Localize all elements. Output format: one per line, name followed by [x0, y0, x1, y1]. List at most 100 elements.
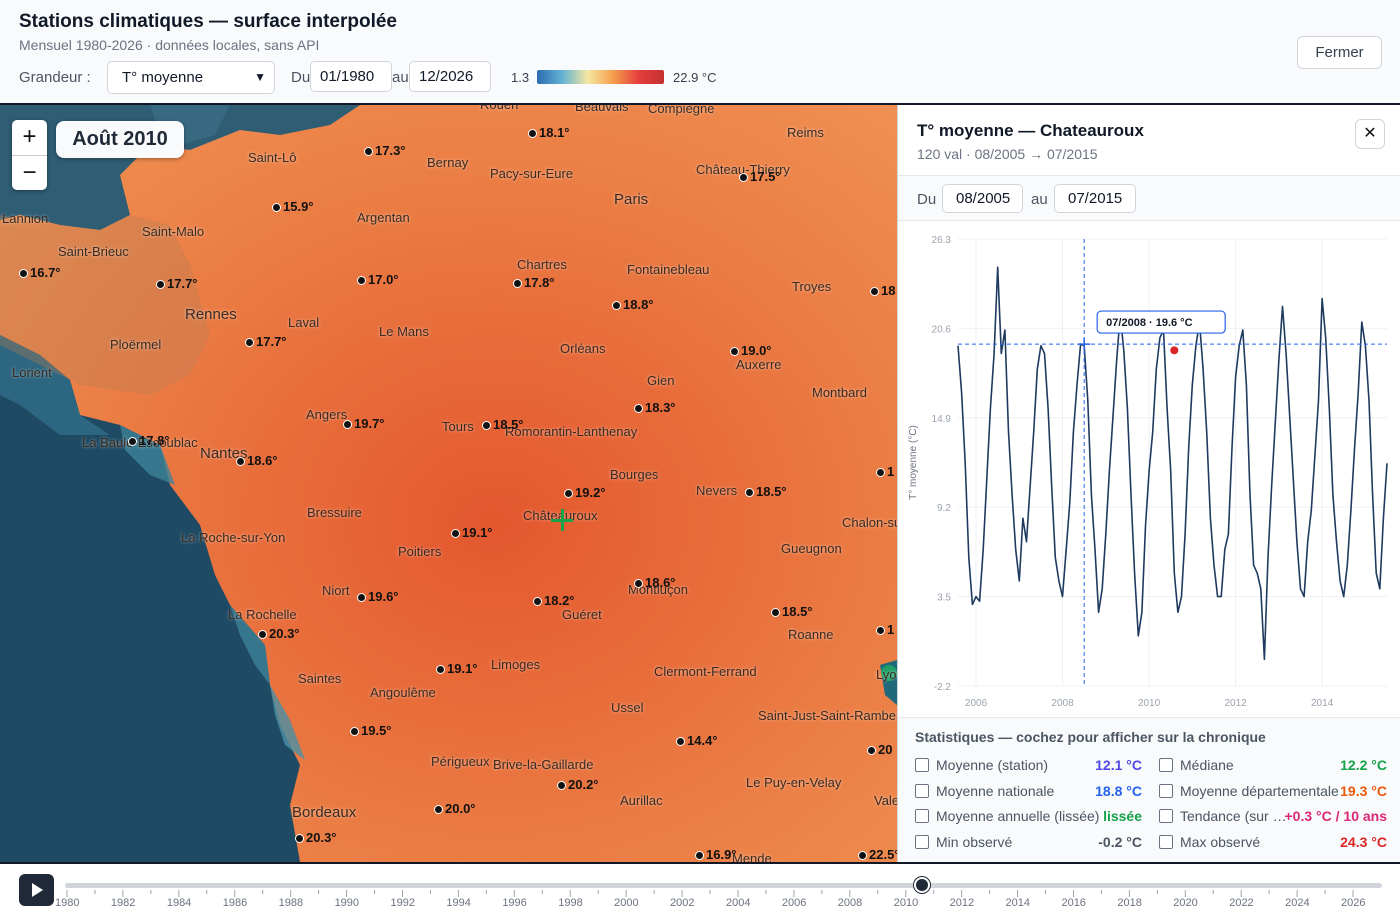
- station-marker[interactable]: 18.3°: [634, 400, 676, 415]
- timeline-year-label: 2020: [1173, 897, 1198, 909]
- city-label: Laval: [288, 315, 320, 330]
- stat-toggle[interactable]: Moyenne nationale: [915, 783, 1054, 799]
- timeline-slider-handle[interactable]: [914, 877, 931, 893]
- stat-checkbox[interactable]: [915, 834, 929, 849]
- city-label: Mende: [732, 851, 772, 862]
- station-marker[interactable]: 19.1°: [436, 661, 478, 676]
- selected-station-crosshair-icon: [551, 509, 573, 531]
- stat-toggle[interactable]: Max observé: [1159, 834, 1260, 850]
- station-dot-icon: [676, 737, 685, 746]
- map[interactable]: + − Août 2010 Rouen Beauvais Compiègne Reim…: [0, 105, 897, 862]
- panel-to-date-input[interactable]: 07/2015: [1054, 184, 1136, 213]
- station-marker[interactable]: 18.8°: [612, 297, 654, 312]
- station-value: 19.7°: [354, 416, 385, 431]
- station-marker[interactable]: 18.6°: [236, 453, 278, 468]
- station-marker[interactable]: 18.1°: [528, 125, 570, 140]
- station-marker[interactable]: 16.7°: [19, 265, 61, 280]
- timeline-slider[interactable]: [65, 883, 1382, 888]
- station-value: 15.9°: [283, 199, 314, 214]
- station-marker[interactable]: 19.2°: [564, 485, 606, 500]
- station-marker[interactable]: 18.2°: [533, 593, 575, 608]
- station-marker[interactable]: 20.3°: [295, 830, 337, 845]
- station-marker[interactable]: 18.5°: [482, 417, 524, 432]
- stat-toggle[interactable]: Médiane: [1159, 757, 1234, 773]
- station-marker[interactable]: 18.5°: [745, 484, 787, 499]
- station-marker[interactable]: 18: [870, 283, 895, 298]
- station-marker[interactable]: 16.9°: [695, 847, 737, 862]
- station-marker[interactable]: 15.9°: [272, 199, 314, 214]
- station-marker[interactable]: 17.5°: [739, 169, 781, 184]
- city-label: Le Mans: [379, 324, 429, 339]
- y-tick-label: 9.2: [937, 503, 951, 514]
- station-marker[interactable]: 1: [876, 464, 894, 479]
- station-marker[interactable]: 19.6°: [357, 589, 399, 604]
- time-series-chart[interactable]: 26.3 20.6 14.9 9.2 3.5 -2.2 2006 2008 2010 2012 20…: [898, 223, 1400, 717]
- stat-value: 12.1 °C: [1095, 757, 1142, 773]
- station-marker[interactable]: 17.3°: [364, 143, 406, 158]
- stat-toggle[interactable]: Min observé: [915, 834, 1012, 850]
- station-marker[interactable]: 19.0°: [730, 343, 772, 358]
- panel-subtitle: 120 val · 08/2005 → 07/2015: [917, 146, 1098, 162]
- station-marker[interactable]: 17.7°: [245, 334, 287, 349]
- station-marker[interactable]: 20.0°: [434, 801, 476, 816]
- station-dot-icon: [357, 276, 366, 285]
- stat-toggle[interactable]: Moyenne annuelle (lissée): [915, 808, 1099, 824]
- station-marker[interactable]: 22.5°: [858, 847, 897, 862]
- zoom-in-button[interactable]: +: [22, 123, 37, 150]
- station-marker[interactable]: 17.7°: [156, 276, 198, 291]
- station-dot-icon: [128, 437, 137, 446]
- stat-checkbox[interactable]: [1159, 783, 1173, 798]
- station-marker[interactable]: 20: [867, 742, 892, 757]
- stat-checkbox[interactable]: [1159, 809, 1173, 823]
- zoom-out-button[interactable]: −: [12, 155, 47, 190]
- stat-toggle[interactable]: Tendance (sur …: [1159, 808, 1287, 824]
- station-marker[interactable]: 20.2°: [557, 777, 599, 792]
- station-dot-icon: [350, 727, 359, 736]
- play-button[interactable]: [19, 874, 54, 906]
- stat-checkbox[interactable]: [1159, 834, 1173, 849]
- station-marker[interactable]: 14.4°: [676, 733, 718, 748]
- panel-from-date-input[interactable]: 08/2005: [942, 184, 1023, 213]
- stat-label: Tendance (sur …: [1180, 808, 1287, 824]
- legend-min-value: 1.3: [511, 70, 530, 85]
- from-date-input[interactable]: 01/1980: [310, 61, 392, 92]
- city-label: La Baule-Escoublac: [82, 435, 198, 450]
- station-dot-icon: [771, 608, 780, 617]
- station-value: 20.2°: [568, 777, 599, 792]
- city-label: Le Puy-en-Velay: [746, 775, 842, 790]
- crosshair-marker-icon: [1078, 338, 1091, 351]
- station-marker[interactable]: 19.5°: [350, 723, 392, 738]
- stat-checkbox[interactable]: [915, 783, 929, 798]
- station-marker[interactable]: 19.7°: [343, 416, 385, 431]
- x-tick-label: 2008: [1051, 698, 1074, 709]
- city-label: Chalon-sur-Saône: [842, 515, 897, 530]
- stat-toggle[interactable]: Moyenne (station): [915, 757, 1048, 773]
- station-dot-icon: [258, 630, 267, 639]
- timeline-ticks: [66, 890, 1354, 897]
- stat-checkbox[interactable]: [915, 809, 929, 823]
- panel-close-icon[interactable]: ✕: [1355, 119, 1385, 149]
- station-value: 19.0°: [741, 343, 772, 358]
- city-label: Lannion: [2, 211, 49, 226]
- station-marker[interactable]: 1: [876, 622, 894, 637]
- station-dot-icon: [451, 529, 460, 538]
- from-label: Du: [291, 69, 311, 86]
- station-marker[interactable]: 17.0°: [357, 272, 399, 287]
- stat-checkbox[interactable]: [915, 758, 929, 772]
- station-value: 19.5°: [361, 723, 392, 738]
- station-marker[interactable]: 19.1°: [451, 525, 493, 540]
- station-marker[interactable]: 18.5°: [771, 604, 813, 619]
- stat-toggle[interactable]: Moyenne départementale: [1159, 783, 1339, 799]
- station-marker[interactable]: 20.3°: [258, 626, 300, 641]
- station-marker[interactable]: 18.6°: [634, 575, 676, 590]
- station-marker[interactable]: 17.8°: [128, 433, 170, 448]
- close-button[interactable]: Fermer: [1297, 36, 1382, 69]
- station-value: 20: [878, 742, 893, 757]
- stat-value: 18.8 °C: [1095, 782, 1142, 799]
- city-label: Ploërmel: [110, 337, 162, 352]
- to-date-input[interactable]: 12/2026: [409, 61, 491, 92]
- stat-checkbox[interactable]: [1159, 758, 1173, 772]
- station-marker[interactable]: 17.8°: [513, 275, 555, 290]
- variable-select[interactable]: T° moyenne ▼: [107, 61, 275, 94]
- station-dot-icon: [156, 280, 165, 289]
